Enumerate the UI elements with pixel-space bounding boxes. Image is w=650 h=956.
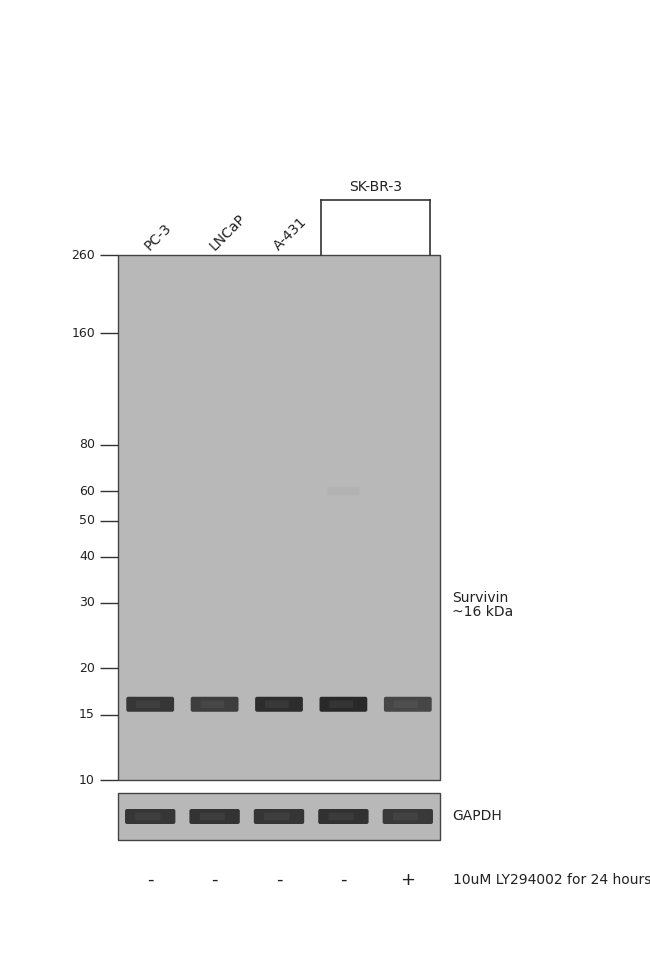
FancyBboxPatch shape: [264, 813, 289, 820]
FancyBboxPatch shape: [384, 697, 432, 712]
Text: SK-BR-3: SK-BR-3: [349, 180, 402, 194]
FancyBboxPatch shape: [330, 701, 353, 708]
Text: 60: 60: [79, 485, 95, 498]
FancyBboxPatch shape: [254, 809, 304, 824]
FancyBboxPatch shape: [125, 809, 176, 824]
Text: 40: 40: [79, 550, 95, 563]
Text: ~16 kDa: ~16 kDa: [452, 605, 514, 619]
FancyBboxPatch shape: [189, 809, 240, 824]
Text: 10: 10: [79, 773, 95, 787]
FancyBboxPatch shape: [190, 697, 239, 712]
FancyBboxPatch shape: [136, 701, 160, 708]
Text: LNCaP: LNCaP: [207, 211, 248, 253]
FancyBboxPatch shape: [394, 701, 417, 708]
FancyBboxPatch shape: [255, 697, 303, 712]
Text: PC-3: PC-3: [142, 221, 175, 253]
Text: -: -: [276, 871, 282, 889]
Text: Survivin: Survivin: [452, 591, 508, 605]
FancyBboxPatch shape: [265, 701, 289, 708]
Bar: [118, 793, 440, 840]
Text: 15: 15: [79, 708, 95, 721]
Text: GAPDH: GAPDH: [452, 809, 502, 823]
Text: 10uM LY294002 for 24 hours: 10uM LY294002 for 24 hours: [453, 873, 650, 887]
FancyBboxPatch shape: [126, 697, 174, 712]
FancyBboxPatch shape: [318, 809, 369, 824]
Text: A-431: A-431: [271, 214, 309, 253]
Text: 160: 160: [72, 327, 95, 339]
FancyBboxPatch shape: [135, 813, 161, 820]
FancyBboxPatch shape: [200, 813, 225, 820]
FancyBboxPatch shape: [393, 813, 418, 820]
Bar: [118, 255, 440, 780]
Text: +: +: [400, 871, 415, 889]
Text: 30: 30: [79, 597, 95, 610]
Text: -: -: [211, 871, 218, 889]
FancyBboxPatch shape: [320, 697, 367, 712]
FancyBboxPatch shape: [328, 813, 354, 820]
Text: -: -: [340, 871, 346, 889]
Text: 260: 260: [72, 249, 95, 262]
Text: 20: 20: [79, 662, 95, 675]
FancyBboxPatch shape: [200, 701, 224, 708]
Text: 80: 80: [79, 439, 95, 451]
FancyBboxPatch shape: [328, 488, 359, 495]
Text: -: -: [147, 871, 153, 889]
Text: 50: 50: [79, 514, 95, 527]
FancyBboxPatch shape: [383, 809, 433, 824]
